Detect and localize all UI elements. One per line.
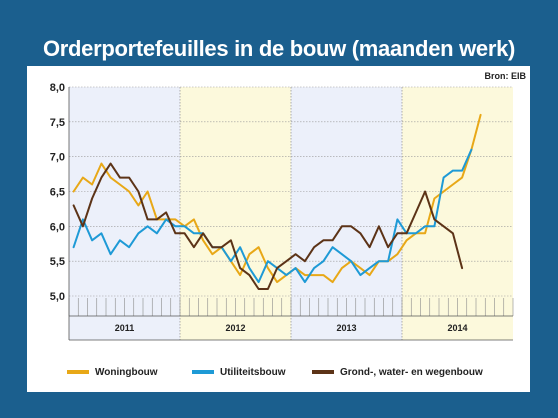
legend-item: Woningbouw [67, 365, 158, 379]
legend-label: Grond-, water- en wegenbouw [340, 366, 483, 378]
y-tick-label: 6,5 [50, 187, 65, 199]
series-line-grond-water-en-wegenbouw [72, 162, 464, 290]
chart-panel: Bron: EIB 5,0 5,5 6,0 6,5 7,0 7,5 8,0 2011 2012 2… [27, 66, 530, 392]
legend-swatch [192, 370, 214, 374]
x-year-label: 2011 [115, 323, 135, 333]
year-band-2013 [291, 87, 402, 340]
y-tick-label: 7,5 [50, 117, 65, 129]
chart-title: Orderportefeuilles in de bouw (maanden w… [42, 36, 516, 61]
legend-swatch [67, 370, 89, 374]
source-label: Bron: EIB [484, 71, 527, 81]
legend-item: Utiliteitsbouw [192, 365, 286, 379]
x-year-label: 2014 [447, 323, 467, 333]
x-year-label: 2012 [225, 323, 245, 333]
year-band-2014 [402, 87, 513, 340]
legend: Woningbouw Utiliteitsbouw Grond-, water- e… [27, 359, 530, 385]
legend-swatch [312, 370, 334, 374]
y-tick-label: 6,0 [50, 221, 65, 233]
y-tick-label: 5,0 [50, 291, 65, 303]
legend-label: Woningbouw [95, 366, 158, 378]
year-band-2012 [180, 87, 291, 340]
y-tick-label: 5,5 [50, 256, 65, 268]
x-year-label: 2013 [336, 323, 356, 333]
series-line-utiliteitsbouw [72, 148, 473, 284]
y-tick-label: 7,0 [50, 152, 65, 164]
y-tick-label: 8,0 [50, 82, 65, 94]
line-chart: 5,0 5,5 6,0 6,5 7,0 7,5 8,0 2011 2012 2013 2014 [50, 82, 514, 341]
legend-item: Grond-, water- en wegenbouw [312, 365, 483, 379]
legend-label: Utiliteitsbouw [220, 366, 286, 378]
